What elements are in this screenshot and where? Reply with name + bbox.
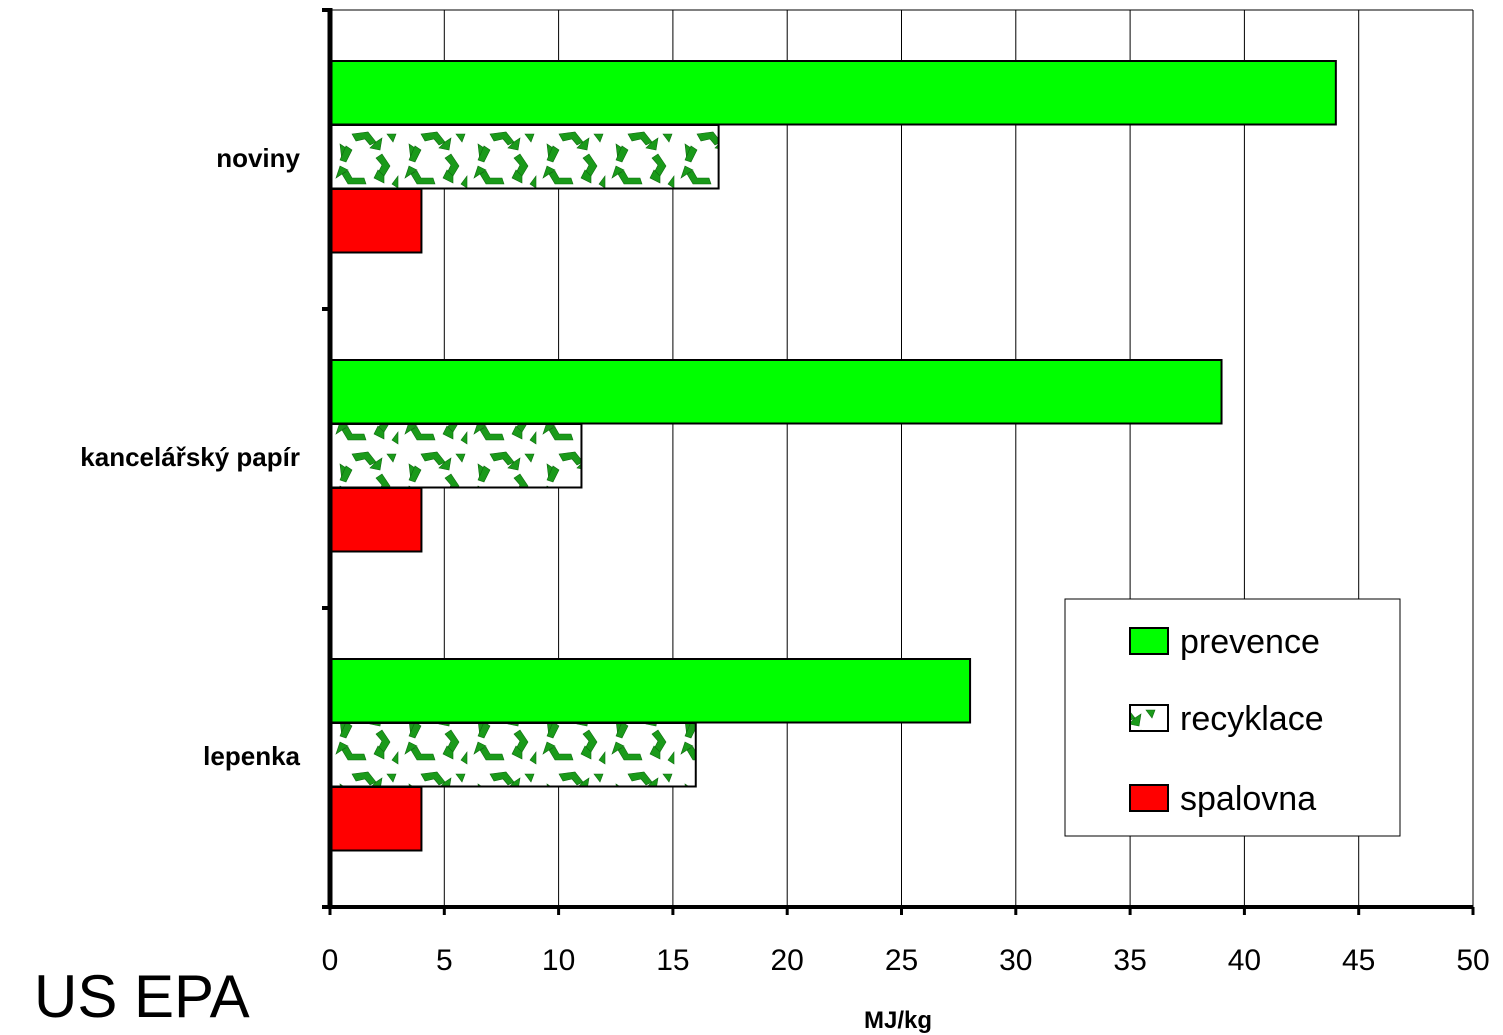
x-tick-label: 40 xyxy=(1228,944,1261,977)
bar-recyklace xyxy=(329,423,583,489)
legend: prevence recyklace spalovna xyxy=(1064,598,1401,837)
x-tick-label: 5 xyxy=(436,944,453,977)
bar-spalovna xyxy=(329,188,423,254)
x-tick-label: 25 xyxy=(885,944,918,977)
category-label: lepenka xyxy=(203,741,300,771)
bar-spalovna xyxy=(329,487,423,553)
x-tick-label: 35 xyxy=(1113,944,1146,977)
bar-prevence xyxy=(329,658,972,724)
legend-swatch xyxy=(1129,784,1169,812)
legend-swatch xyxy=(1129,627,1169,655)
legend-swatch xyxy=(1129,704,1169,732)
category-labels: noviny kancelářský papír lepenka xyxy=(80,143,300,771)
x-tick-label: 15 xyxy=(656,944,689,977)
bar-recyklace xyxy=(329,722,697,788)
bar-prevence xyxy=(329,60,1337,126)
x-tick-label: 20 xyxy=(771,944,804,977)
source-label: US EPA xyxy=(34,963,250,1030)
category-label: noviny xyxy=(216,143,300,173)
bar-prevence xyxy=(329,359,1223,425)
x-tick-label: 30 xyxy=(999,944,1032,977)
x-tick-label: 45 xyxy=(1342,944,1375,977)
legend-box xyxy=(1064,598,1401,837)
category-label: kancelářský papír xyxy=(80,442,300,472)
x-tick-label: 10 xyxy=(542,944,575,977)
x-tick-label: 0 xyxy=(322,944,339,977)
x-axis-title: MJ/kg xyxy=(864,1007,932,1034)
axes xyxy=(322,8,1475,915)
bar-spalovna xyxy=(329,786,423,852)
legend-label: spalovna xyxy=(1180,780,1316,818)
x-tick-labels: 0 5 10 15 20 25 30 35 40 45 50 xyxy=(322,944,1490,977)
bars xyxy=(329,60,1337,852)
legend-label: recyklace xyxy=(1180,700,1324,738)
legend-label: prevence xyxy=(1180,623,1320,661)
bar-recyklace xyxy=(329,124,720,190)
x-tick-label: 50 xyxy=(1456,944,1489,977)
